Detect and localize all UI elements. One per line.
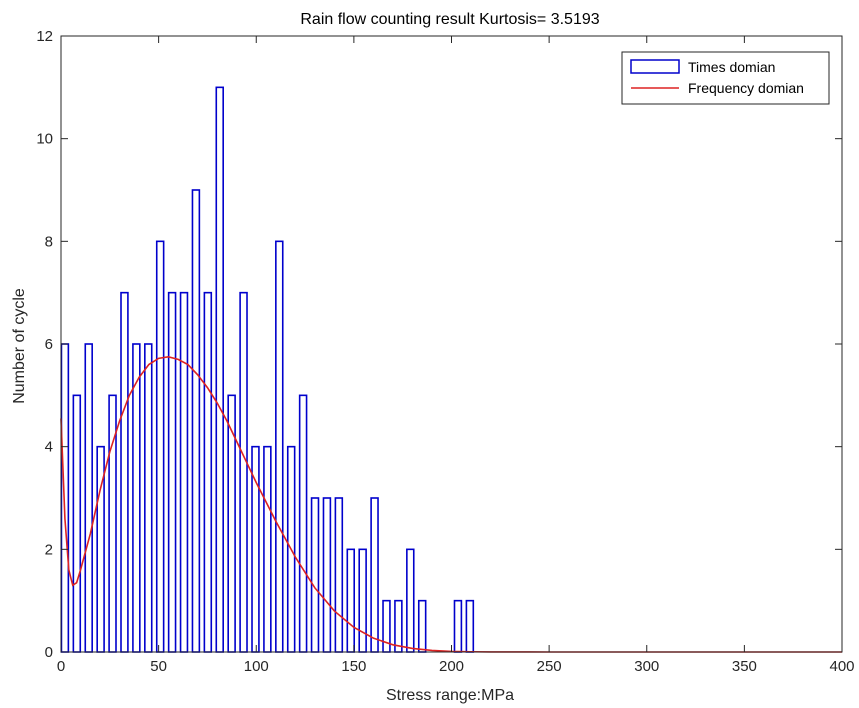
x-tick-label: 150 (341, 658, 366, 675)
y-axis-label: Number of cycle (11, 288, 28, 404)
plot-area: 0 50 100 150 200 250 300 350 400 0 2 4 6 8 10 12 (36, 28, 854, 675)
legend-swatch-times-domian (630, 59, 680, 74)
x-tick-label: 200 (439, 658, 464, 675)
y-tick-label: 10 (36, 131, 53, 148)
x-tick-label: 400 (829, 658, 854, 675)
y-tick-label: 0 (45, 644, 53, 661)
y-tick-label: 2 (45, 541, 53, 558)
y-tick-label: 4 (45, 439, 53, 456)
legend: Times domian Frequency domian (621, 51, 830, 105)
y-tick-label: 12 (36, 28, 53, 45)
legend-label-times-domian: Times domian (688, 59, 775, 75)
x-tick-label: 100 (244, 658, 269, 675)
y-tick-label: 6 (45, 336, 53, 353)
x-tick-label: 250 (537, 658, 562, 675)
x-axis-label: Stress range:MPa (386, 687, 514, 704)
x-tick-label: 0 (57, 658, 65, 675)
legend-label-frequency-domian: Frequency domian (688, 80, 804, 96)
x-tick-label: 350 (732, 658, 757, 675)
y-tick-label: 8 (45, 233, 53, 250)
x-tick-label: 300 (634, 658, 659, 675)
x-tick-label: 50 (150, 658, 167, 675)
chart-title: Rain flow counting result Kurtosis= 3.51… (300, 11, 599, 28)
